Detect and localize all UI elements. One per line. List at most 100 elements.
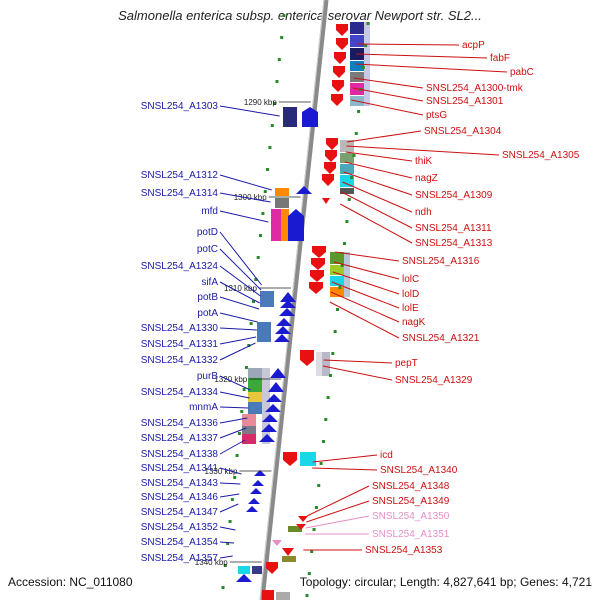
right-gene-label[interactable]: lolD <box>402 289 419 300</box>
right-leader-line <box>306 485 370 517</box>
right-gene-label[interactable]: SNSL254_A1311 <box>415 223 492 234</box>
left-leader-line <box>219 555 233 559</box>
left-gene-label[interactable]: SNSL254_A1330 <box>141 323 219 334</box>
right-leader-line <box>312 454 378 463</box>
left-gene-label[interactable]: mfd <box>201 206 218 217</box>
left-leader-line <box>219 174 272 191</box>
right-gene-label[interactable]: nagZ <box>415 173 438 184</box>
left-gene-label[interactable]: SNSL254_A1312 <box>141 170 219 181</box>
right-gene-label[interactable]: pepT <box>395 358 418 369</box>
right-gene-label[interactable]: SNSL254_A1309 <box>415 190 493 201</box>
kbp-label: 1310 kbp <box>224 284 257 293</box>
left-leader-line <box>219 342 256 361</box>
left-gene-label[interactable]: SNSL254_A1303 <box>141 101 219 112</box>
left-leader-line <box>219 493 240 498</box>
left-leader-line <box>219 541 235 544</box>
right-gene-label[interactable]: SNSL254_A1350 <box>372 511 450 522</box>
left-gene-label[interactable]: SNSL254_A1357 <box>141 553 219 564</box>
left-gene-label[interactable]: SNSL254_A1332 <box>141 355 219 366</box>
right-leader-line <box>322 365 393 381</box>
left-leader-line <box>219 391 250 399</box>
kbp-scale: 1290 kbp 1300 kbp 1310 kbp 1320 kbp 1330 kbp… <box>195 98 311 567</box>
left-gene-label[interactable]: potD <box>197 227 218 238</box>
left-gene-label[interactable]: SNSL254_A1352 <box>141 522 219 533</box>
left-gene-label[interactable]: SNSL254_A1343 <box>141 478 219 489</box>
left-gene-label[interactable]: SNSL254_A1337 <box>141 433 219 444</box>
left-leader-line <box>219 265 261 297</box>
right-gene-label[interactable]: SNSL254_A1321 <box>402 333 480 344</box>
right-leader-line <box>355 63 508 73</box>
left-leader-line <box>219 231 262 286</box>
left-leader-line <box>219 336 257 345</box>
right-gene-label[interactable]: pabC <box>510 67 534 78</box>
left-gene-label[interactable]: SNSL254_A1324 <box>141 261 219 272</box>
right-leader-line <box>335 251 400 262</box>
right-leader-line <box>342 181 413 213</box>
right-gene-label[interactable]: SNSL254_A1305 <box>502 150 580 161</box>
left-gene-label[interactable]: SNSL254_A1331 <box>141 339 219 350</box>
right-gene-label[interactable]: SNSL254_A1349 <box>372 496 450 507</box>
kbp-label: 1290 kbp <box>244 98 277 107</box>
left-gene-label[interactable]: SNSL254_A1354 <box>141 537 219 548</box>
left-gene-label[interactable]: SNSL254_A1336 <box>141 418 219 429</box>
right-gene-label[interactable]: SNSL254_A1348 <box>372 481 450 492</box>
right-gene-label[interactable]: nagK <box>402 317 426 328</box>
right-gene-label[interactable]: SNSL254_A1351 <box>372 529 450 540</box>
right-gene-label[interactable]: SNSL254_A1329 <box>395 375 473 386</box>
left-gene-label[interactable]: SNSL254_A1314 <box>141 188 219 199</box>
right-leader-line <box>346 130 422 143</box>
right-gene-label[interactable]: SNSL254_A1353 <box>365 545 443 556</box>
kbp-label: 1330 kbp <box>205 467 238 476</box>
left-gene-label[interactable]: SNSL254_A1346 <box>141 492 219 503</box>
left-gene-label[interactable]: SNSL254_A1338 <box>141 449 219 460</box>
right-leader-line <box>323 359 393 364</box>
right-leader-line <box>345 151 413 162</box>
left-leader-line <box>219 417 248 424</box>
left-gene-label[interactable]: purB <box>197 371 218 382</box>
left-leader-line <box>219 105 280 117</box>
right-leader-line <box>352 87 424 102</box>
left-gene-label[interactable]: sifA <box>201 277 218 288</box>
right-gene-label[interactable]: ptsG <box>426 110 447 121</box>
left-leader-line <box>219 526 236 531</box>
right-leader-line <box>329 301 400 339</box>
left-gene-label[interactable]: potB <box>197 292 218 303</box>
right-gene-label[interactable]: thiK <box>415 156 433 167</box>
right-gene-label[interactable]: SNSL254_A1301 <box>426 96 504 107</box>
right-strand-arrows <box>262 24 348 600</box>
right-gene-label[interactable]: ndh <box>415 207 432 218</box>
left-gene-label[interactable]: SNSL254_A1341 <box>141 463 219 474</box>
right-leader-line <box>341 191 413 229</box>
left-leader-line <box>219 439 246 455</box>
left-leader-line <box>219 427 247 439</box>
right-gene-label[interactable]: lolC <box>402 274 419 285</box>
right-leader-line <box>333 261 400 280</box>
map-title: Salmonella enterica subsp. enterica sero… <box>118 8 482 23</box>
left-leader-line <box>219 312 258 323</box>
right-gene-label[interactable]: icd <box>380 450 393 461</box>
right-gene-label[interactable]: acpP <box>462 40 485 51</box>
right-leader-line <box>306 500 370 523</box>
right-leader-line <box>357 43 460 46</box>
genome-stats: Topology: circular; Length: 4,827,641 bp… <box>299 575 592 589</box>
right-gene-label[interactable]: SNSL254_A1316 <box>402 256 480 267</box>
right-leader-line <box>351 99 424 116</box>
left-gene-label[interactable]: SNSL254_A1334 <box>141 387 219 398</box>
accession-label: Accession: NC_011080 <box>8 575 133 589</box>
right-gene-label[interactable]: SNSL254_A1340 <box>380 465 458 476</box>
left-gene-label[interactable]: potA <box>197 308 218 319</box>
right-gene-label[interactable]: SNSL254_A1313 <box>415 238 493 249</box>
right-gene-label[interactable]: lolE <box>402 303 419 314</box>
right-gene-label[interactable]: fabF <box>490 53 510 64</box>
right-gene-label[interactable]: SNSL254_A1304 <box>424 126 502 137</box>
right-leader-line <box>340 203 413 244</box>
gene-blocks <box>238 22 370 600</box>
right-leader-line <box>344 161 413 179</box>
right-gene-label[interactable]: SNSL254_A1300-tmk <box>426 83 524 94</box>
left-gene-label[interactable]: mnmA <box>189 402 218 413</box>
left-gene-label[interactable]: potC <box>197 244 218 255</box>
right-leader-line <box>305 515 370 529</box>
left-gene-label[interactable]: SNSL254_A1347 <box>141 507 219 518</box>
